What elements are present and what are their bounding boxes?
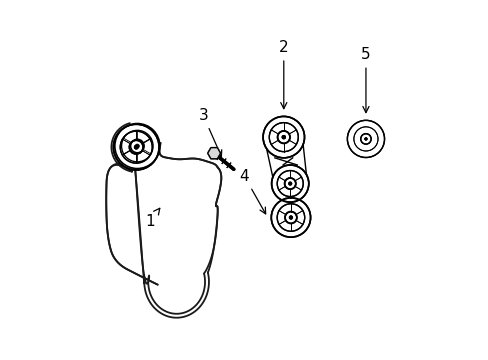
Circle shape bbox=[114, 125, 158, 169]
Circle shape bbox=[282, 135, 285, 139]
Circle shape bbox=[288, 216, 292, 219]
Text: 3: 3 bbox=[198, 108, 221, 157]
Text: 4: 4 bbox=[239, 169, 265, 214]
Circle shape bbox=[263, 117, 303, 157]
Circle shape bbox=[282, 135, 285, 139]
Circle shape bbox=[288, 216, 292, 219]
Circle shape bbox=[364, 138, 366, 140]
Text: 1: 1 bbox=[145, 208, 160, 229]
Circle shape bbox=[347, 121, 383, 157]
Circle shape bbox=[364, 138, 366, 140]
Circle shape bbox=[272, 166, 307, 202]
Circle shape bbox=[135, 144, 139, 148]
Polygon shape bbox=[207, 148, 220, 159]
Circle shape bbox=[271, 199, 309, 237]
Circle shape bbox=[288, 182, 291, 185]
Circle shape bbox=[134, 145, 138, 149]
Polygon shape bbox=[207, 148, 220, 159]
Text: 2: 2 bbox=[279, 40, 288, 109]
Text: 5: 5 bbox=[361, 48, 370, 113]
Circle shape bbox=[288, 182, 291, 185]
Circle shape bbox=[134, 145, 138, 149]
